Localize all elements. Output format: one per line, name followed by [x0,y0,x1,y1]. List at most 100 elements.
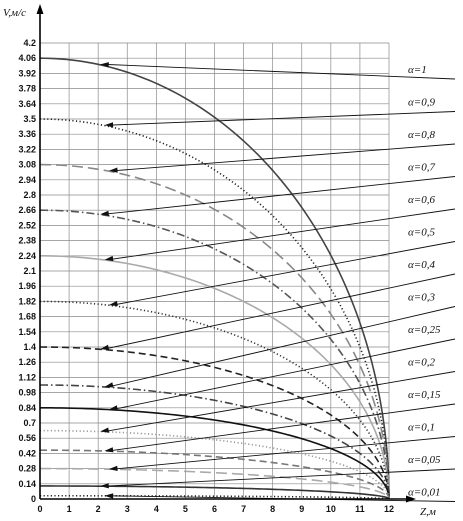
x-tick-label: 6 [212,504,217,514]
label-arrowhead [104,382,114,388]
y-tick-label: 4.2 [23,38,36,48]
y-tick-label: 2.24 [18,251,36,261]
series-curve [39,429,390,500]
series-curve [39,163,390,500]
series-curve [39,118,390,500]
x-tick-label: 8 [270,504,275,514]
series-label: α=0,1 [408,422,435,434]
y-tick-label: 1.96 [18,281,36,291]
series-curve [39,384,390,500]
label-arrowhead [104,122,114,128]
grid [40,42,390,499]
y-tick-label: 3.22 [18,144,36,154]
label-arrowhead [100,62,109,68]
y-tick-label: 0.28 [18,464,36,474]
y-tick-label: 3.78 [18,84,36,94]
x-tick-label: 4 [154,504,159,514]
series-label: α=0,2 [408,357,435,369]
series-curve [39,255,390,500]
y-tick-label: 2.38 [18,236,36,246]
y-tick-label: 1.12 [18,372,36,382]
y-tick-label: 0.98 [18,388,36,398]
y-tick-label: 3.08 [18,160,36,170]
y-tick-label: 3.5 [23,114,36,124]
label-leaders [100,62,456,502]
y-tick-label: 1.26 [18,357,36,367]
y-tick-label: 3.36 [18,129,36,139]
series-label: α=0,05 [408,454,441,466]
y-tick-label: 2.52 [18,220,36,230]
y-tick-label: 0.14 [18,479,36,489]
series-curve [39,300,390,500]
x-tick-label: 12 [384,504,394,514]
label-leader [112,143,456,172]
series-label: α=0,3 [408,292,435,304]
y-tick-label: 1.82 [18,296,36,306]
label-leader [108,306,456,388]
series-label: α=0,25 [408,324,441,336]
y-axis-arrow [36,4,44,14]
curves [39,57,390,500]
series-label: α=0,15 [408,389,441,401]
y-axis-label: V,м/с [3,7,26,19]
series-curve [40,485,390,500]
label-leader [104,468,456,487]
y-tick-label: 3.64 [18,99,36,109]
series-label: α=0,01 [408,487,440,499]
series-labels: α=1 α=0,9 α=0,8 α=0,7 α=0,6 α=0,5 α=0,4 α=0,3 α=… [408,64,441,499]
y-tick-label: 0 [31,494,36,504]
series-label: α=0,5 [408,227,435,239]
series-label: α=0,6 [408,194,435,206]
series-curve [39,346,390,500]
label-leader [112,241,456,306]
x-tick-label: 11 [355,504,365,514]
series-curve [40,467,390,500]
y-tick-label: 1.68 [18,312,36,322]
y-tick-label: 1.4 [23,342,36,352]
label-leader [104,63,456,80]
label-arrowhead [108,167,118,173]
series-label: α=0,8 [408,129,435,141]
label-arrowhead [100,344,110,350]
label-leader [104,371,456,433]
x-axis-label: Z,м [420,506,436,518]
x-tick-label: 9 [299,504,304,514]
x-tick-label: 10 [326,504,336,514]
series-curve [39,57,390,500]
y-tick-label: 2.1 [23,266,36,276]
label-arrowhead [108,300,118,307]
label-arrowhead [100,427,110,433]
y-tick-label: 1.54 [18,327,36,337]
label-leader [104,273,456,350]
label-arrowhead [108,405,118,411]
y-tick-label: 0.7 [23,418,36,428]
label-arrowhead [104,493,114,499]
series-label: α=1 [408,64,427,76]
axes [36,4,416,503]
label-leader [104,176,456,215]
label-leader [112,436,456,470]
x-tick-label: 7 [241,504,246,514]
y-tick-label: 2.94 [18,175,36,185]
x-tick-label: 0 [37,504,42,514]
label-arrowhead [104,447,114,453]
series-curve [39,449,390,500]
x-tick-label: 2 [96,504,101,514]
label-leader [112,338,456,410]
series-label: α=0,4 [408,259,435,271]
label-leader [108,111,456,126]
y-tick-label: 0.42 [18,448,36,458]
y-tick-label: 0.56 [18,433,36,443]
label-arrowhead [104,255,114,262]
series-curve [39,209,390,500]
x-tick-label: 5 [183,504,188,514]
y-tick-label: 2.8 [23,190,36,200]
label-leader [108,403,456,452]
series-label: α=0,9 [408,97,435,109]
series-label: α=0,7 [408,162,435,174]
tick-labels: 0 1 2 3 4 5 6 7 8 9 10 11 1200.140.280.420.560.70.84… [18,38,394,514]
x-axis-arrow [406,495,416,503]
label-leader [108,208,456,261]
y-tick-label: 0.84 [18,403,36,413]
